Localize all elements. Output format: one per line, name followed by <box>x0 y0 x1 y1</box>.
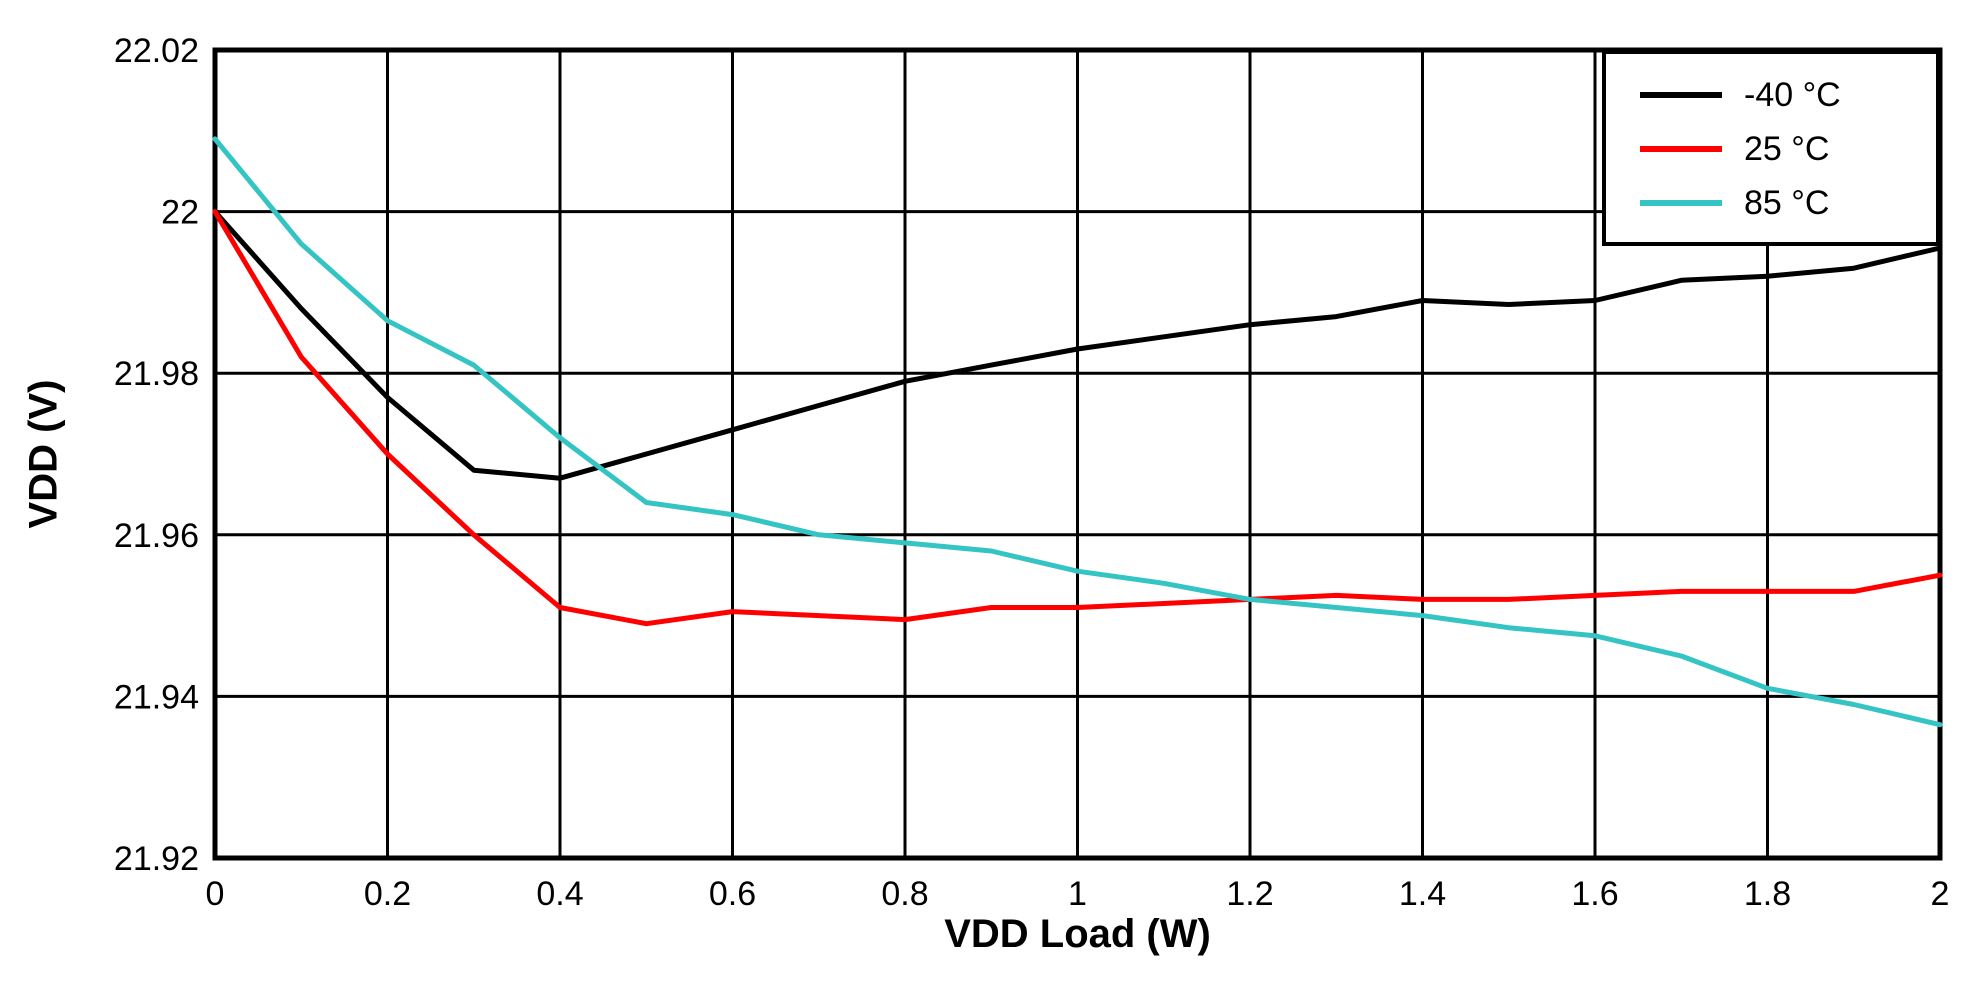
x-tick-label: 1.6 <box>1571 875 1618 913</box>
x-tick-label: 1 <box>1068 875 1087 913</box>
y-tick-label: 21.94 <box>114 678 199 716</box>
y-tick-label: 21.96 <box>114 517 199 555</box>
legend-line-swatch-minus40c <box>1640 92 1722 98</box>
legend-item-25c: 25 °C <box>1640 126 1936 172</box>
x-axis-label: VDD Load (W) <box>944 912 1211 956</box>
x-tick-label: 1.8 <box>1744 875 1791 913</box>
y-axis-label: VDD (V) <box>21 379 66 529</box>
x-tick-label: 2 <box>1931 875 1950 913</box>
legend-label-85c: 85 °C <box>1744 184 1830 222</box>
legend-label-25c: 25 °C <box>1744 130 1830 168</box>
series-line-2 <box>212 136 1943 728</box>
y-tick-label: 22.02 <box>114 32 199 70</box>
plot-border <box>212 47 1943 861</box>
legend-line-swatch-25c <box>1640 146 1722 152</box>
series-line-0 <box>212 209 1943 481</box>
y-tick-label: 22 <box>161 194 199 232</box>
x-tick-label: 0.6 <box>709 875 756 913</box>
x-tick-label: 0.8 <box>881 875 928 913</box>
x-tick-label: 0.4 <box>536 875 583 913</box>
y-tick-label: 21.98 <box>114 355 199 393</box>
x-tick-label: 0 <box>206 875 225 913</box>
legend-line-swatch-85c <box>1640 200 1722 206</box>
x-tick-label: 0.2 <box>364 875 411 913</box>
legend-label-minus40c: -40 °C <box>1744 76 1841 114</box>
legend-item-minus40c: -40 °C <box>1640 72 1936 118</box>
x-tick-label: 1.2 <box>1226 875 1273 913</box>
x-tick-label: 1.4 <box>1399 875 1446 913</box>
series-line-1 <box>212 209 1943 627</box>
y-tick-label: 21.92 <box>114 840 199 878</box>
legend-item-85c: 85 °C <box>1640 180 1936 226</box>
legend: -40 °C 25 °C 85 °C <box>1602 50 1940 246</box>
